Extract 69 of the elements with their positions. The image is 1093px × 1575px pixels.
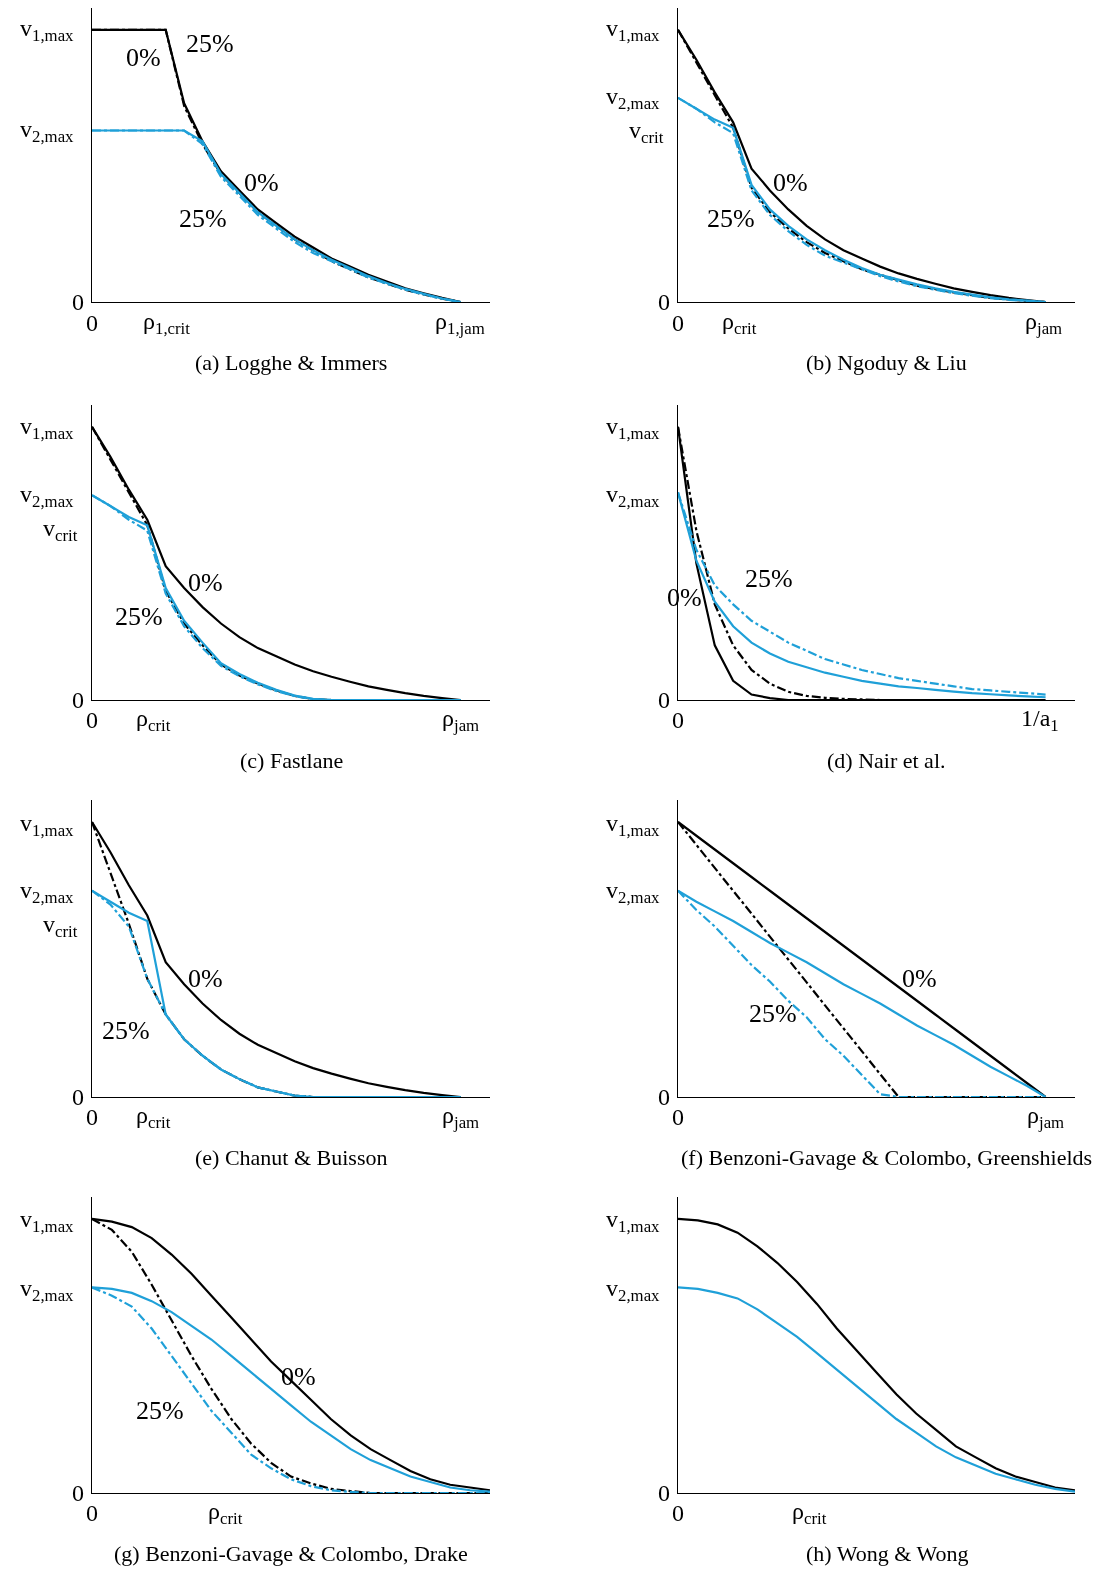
text: 0	[672, 1500, 684, 1526]
text: 0	[72, 687, 84, 713]
text: v$_{1,max}$	[20, 810, 75, 841]
text: v$_{crit}$	[43, 911, 78, 942]
text: 0	[86, 1104, 98, 1130]
text: v$_{2,max}$	[606, 481, 661, 512]
text: v$_{2,max}$	[20, 116, 75, 147]
text: v$_{2,max}$	[606, 1275, 661, 1306]
text: v$_{2,max}$	[20, 1275, 75, 1306]
text: ρ$_{jam}$	[442, 1102, 480, 1133]
text: ρ$_{jam}$	[1027, 1102, 1065, 1133]
x-axis-title: (d) Nair et al.	[827, 748, 946, 773]
x-axis-title: (f) Benzoni-Gavage & Colombo, Greenshields	[681, 1145, 1093, 1170]
text: v$_{2,max}$	[20, 877, 75, 908]
text: v$_{1,max}$	[606, 413, 661, 444]
text: v$_{1,max}$	[606, 15, 661, 46]
text: 0	[658, 289, 670, 315]
text: v$_{2,max}$	[20, 481, 75, 512]
annotation: 0%	[188, 568, 223, 597]
text: v$_{1,max}$	[20, 15, 75, 46]
text: ρ$_{jam}$	[1025, 308, 1063, 339]
x-axis-title: (g) Benzoni-Gavage & Colombo, Drake	[114, 1541, 468, 1566]
annotation: 0%	[244, 168, 279, 197]
annotation: 25%	[186, 29, 234, 58]
annotation: 0%	[773, 168, 808, 197]
text: 0	[672, 707, 684, 733]
text: 0	[72, 1480, 84, 1506]
text: 0	[72, 1084, 84, 1110]
text: ρ$_{jam}$	[442, 705, 480, 736]
text: v$_{1,max}$	[20, 413, 75, 444]
text: 0	[658, 687, 670, 713]
text: v$_{1,max}$	[20, 1206, 75, 1237]
text: v$_{crit}$	[629, 117, 664, 148]
text: v$_{2,max}$	[606, 83, 661, 114]
x-axis-title: (h) Wong & Wong	[806, 1541, 969, 1566]
text: ρ$_{crit}$	[792, 1498, 827, 1529]
text: ρ$_{crit}$	[136, 1102, 171, 1133]
annotation: 25%	[707, 204, 755, 233]
text: v$_{crit}$	[43, 515, 78, 546]
text: v$_{1,max}$	[606, 1206, 661, 1237]
text: 0	[86, 707, 98, 733]
text: 1/a$_{1}$	[1021, 705, 1059, 736]
text: ρ$_{1,jam}$	[435, 308, 485, 339]
text: ρ$_{crit}$	[136, 705, 171, 736]
text: v$_{2,max}$	[606, 877, 661, 908]
annotation: 25%	[102, 1016, 150, 1045]
text: 0	[86, 310, 98, 336]
text: 0	[658, 1084, 670, 1110]
x-axis-title: (a) Logghe & Immers	[195, 350, 388, 375]
text: 0	[672, 310, 684, 336]
annotation: 25%	[115, 602, 163, 631]
text: ρ$_{1,crit}$	[143, 308, 191, 339]
text: 0	[72, 289, 84, 315]
annotation: 25%	[179, 204, 227, 233]
annotation: 0%	[126, 43, 161, 72]
text: 0	[86, 1500, 98, 1526]
text: ρ$_{crit}$	[722, 308, 757, 339]
annotation: 25%	[136, 1396, 184, 1425]
x-axis-title: (e) Chanut & Buisson	[195, 1145, 388, 1170]
annotation: 25%	[745, 564, 793, 593]
text: 0	[658, 1480, 670, 1506]
text: ρ$_{crit}$	[208, 1498, 243, 1529]
annotation: 0%	[902, 964, 937, 993]
text: 0	[672, 1104, 684, 1130]
annotation: 25%	[749, 999, 797, 1028]
x-axis-title: (c) Fastlane	[240, 748, 344, 773]
annotation: 0%	[188, 964, 223, 993]
text: v$_{1,max}$	[606, 810, 661, 841]
x-axis-title: (b) Ngoduy & Liu	[806, 350, 967, 375]
